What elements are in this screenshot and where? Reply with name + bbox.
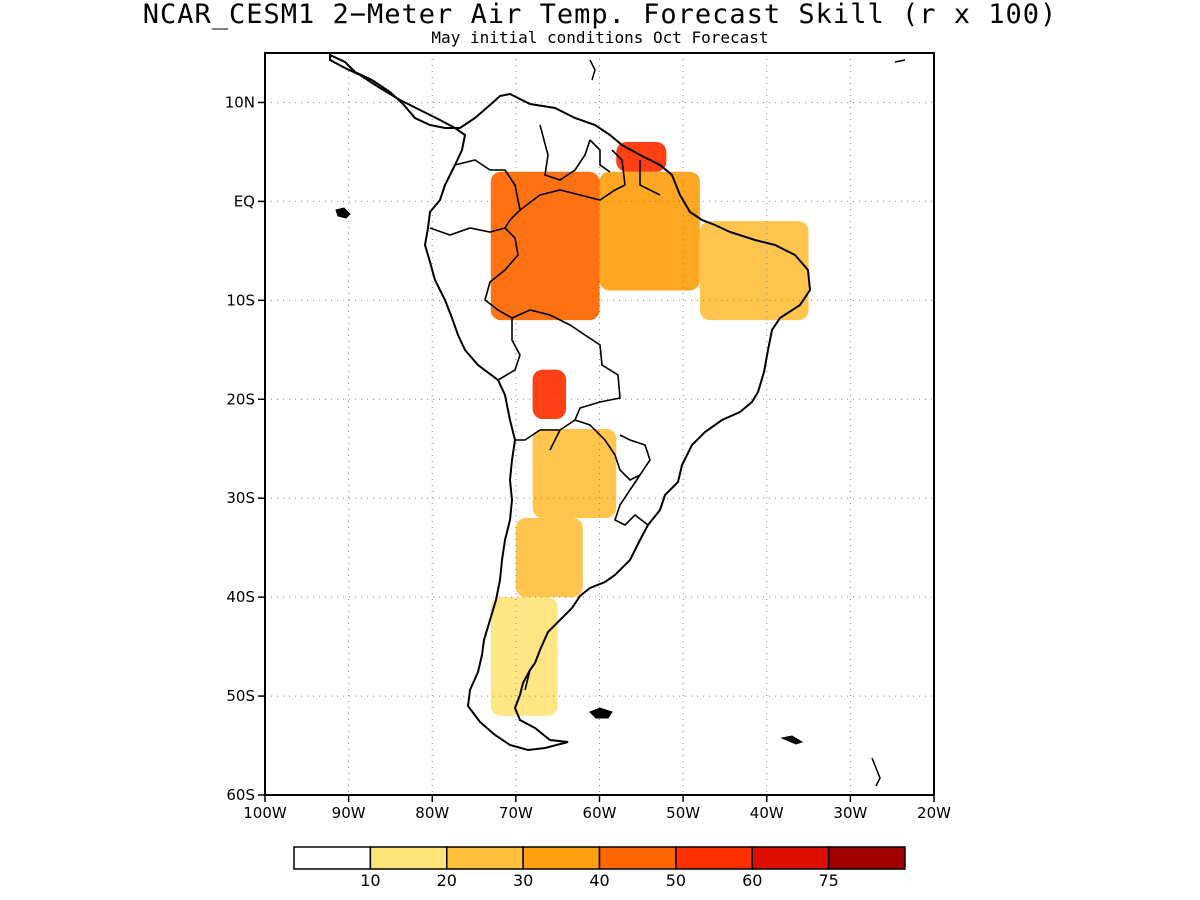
lat-tick-label: 60S xyxy=(226,786,255,804)
skill-region-bolivia-core xyxy=(532,369,567,420)
colorbar-swatch xyxy=(369,846,448,870)
lat-tick-label: 20S xyxy=(226,390,255,408)
coastlines xyxy=(329,53,906,787)
lon-tick-label: 40W xyxy=(750,804,784,822)
skill-region-northeast-brazil xyxy=(699,221,809,321)
colorbar-swatch xyxy=(293,846,372,870)
skill-region-argentina-north xyxy=(532,428,617,518)
colorbar-label: 50 xyxy=(666,871,686,890)
lat-tick-label: 30S xyxy=(226,489,255,507)
lon-tick-label: 90W xyxy=(332,804,366,822)
south-america-coastline xyxy=(329,53,812,752)
lon-tick-label: 60W xyxy=(583,804,617,822)
grid-lines xyxy=(265,53,934,795)
lon-tick-label: 50W xyxy=(666,804,700,822)
colorbar-label: 20 xyxy=(437,871,457,890)
lat-tick-label: 10N xyxy=(225,93,255,111)
skill-region-amazon-west xyxy=(490,171,600,321)
colorbar-swatch xyxy=(751,846,830,870)
country-borders xyxy=(429,124,661,691)
south-georgia xyxy=(780,735,804,745)
lon-tick-label: 80W xyxy=(415,804,449,822)
galapagos-islands xyxy=(335,207,351,219)
lon-tick-label: 70W xyxy=(499,804,533,822)
colorbar-label: 40 xyxy=(589,871,609,890)
colorbar-swatch xyxy=(675,846,753,870)
colorbar-swatch xyxy=(827,846,906,870)
skill-region-amazon-central xyxy=(599,171,700,291)
colorbar-label: 30 xyxy=(513,871,533,890)
lon-tick-label: 30W xyxy=(833,804,867,822)
lon-tick-label: 100W xyxy=(243,804,287,822)
chart-title: NCAR_CESM1 2−Meter Air Temp. Forecast Sk… xyxy=(142,0,1058,30)
lon-tick-label: 20W xyxy=(917,804,951,822)
lat-tick-label: EQ xyxy=(234,192,255,210)
south-sandwich-islands xyxy=(871,757,881,787)
colorbar-label: 10 xyxy=(360,871,380,890)
chart-subtitle: May initial conditions Oct Forecast xyxy=(431,28,769,47)
lat-tick-label: 40S xyxy=(226,588,255,606)
colorbar: 10 20 30 40 50 60 75 xyxy=(293,846,906,890)
falkland-islands xyxy=(589,707,613,719)
caribbean-islands xyxy=(589,59,906,81)
skill-region-argentina-central xyxy=(515,517,583,598)
skill-region-patagonia xyxy=(490,597,558,716)
colorbar-swatch xyxy=(522,846,601,870)
lat-tick-label: 10S xyxy=(226,291,255,309)
colorbar-swatch xyxy=(446,846,524,870)
skill-fill-layer xyxy=(490,142,809,716)
lat-tick-label: 50S xyxy=(226,687,255,705)
colorbar-label: 75 xyxy=(818,871,838,890)
colorbar-swatch xyxy=(598,846,677,870)
colorbar-label: 60 xyxy=(742,871,762,890)
